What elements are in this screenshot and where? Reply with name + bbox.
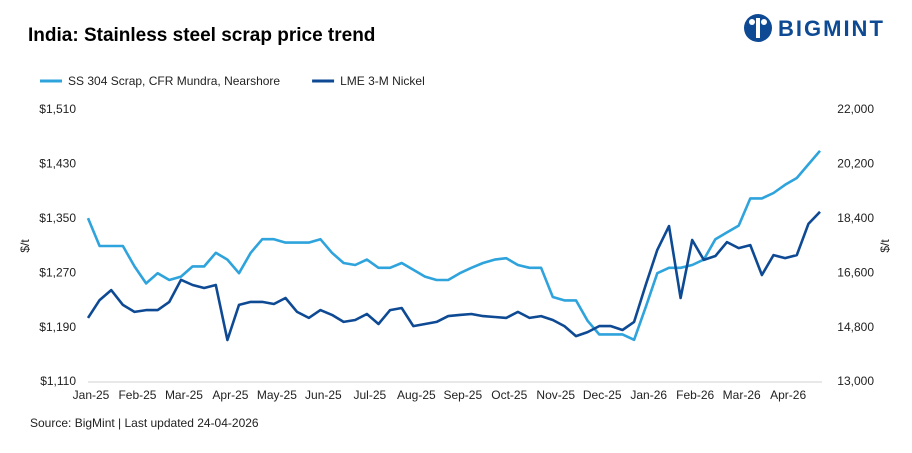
y-tick-label: $1,190 (39, 320, 76, 334)
series-line (86, 210, 821, 342)
x-tick-label: Apr-26 (770, 388, 806, 402)
chart-title: India: Stainless steel scrap price trend (28, 25, 375, 46)
x-tick-label: Oct-25 (491, 388, 527, 402)
logo-icon-bar (756, 18, 760, 38)
y2-tick-label: 20,200 (837, 157, 874, 171)
x-tick-label: Mar-25 (165, 388, 203, 402)
x-tick-label: May-25 (257, 388, 297, 402)
y2-axis-label: $/t (878, 239, 892, 253)
y-tick-label: $1,350 (39, 211, 76, 225)
brand: BIGMINT (778, 16, 885, 41)
x-tick-label: Nov-25 (536, 388, 575, 402)
x-tick-label: Feb-26 (676, 388, 714, 402)
y-tick-label: $1,510 (39, 102, 76, 116)
logo-icon-dot (749, 19, 755, 25)
source: Source: BigMint | Last updated 24-04-202… (30, 416, 259, 430)
x-tick-label: Sep-25 (443, 388, 482, 402)
y2-tick-label: 13,000 (837, 374, 874, 388)
x-tick-label: Dec-25 (583, 388, 622, 402)
x-tick-label: Aug-25 (397, 388, 436, 402)
x-tick-label: Jun-25 (305, 388, 342, 402)
y-tick-label: $1,110 (40, 374, 76, 388)
logo: BIGMINT (744, 14, 885, 42)
x-tick-label: Jan-26 (630, 388, 667, 402)
y-tick-label: $1,270 (39, 265, 76, 279)
legend-label: SS 304 Scrap, CFR Mundra, Nearshore (68, 74, 280, 88)
y-axis-label: $/t (18, 239, 32, 253)
y2-tick-label: 18,400 (837, 211, 874, 225)
series-line (86, 149, 821, 342)
y-tick-label: $1,430 (39, 157, 76, 171)
y2-tick-label: 16,600 (837, 265, 874, 279)
logo-icon-dot (761, 19, 767, 25)
y2-tick-label: 14,800 (837, 320, 874, 334)
legend-label: LME 3-M Nickel (340, 74, 425, 88)
x-tick-label: Apr-25 (212, 388, 248, 402)
y2-tick-label: 22,000 (837, 102, 874, 116)
x-tick-label: Jul-25 (354, 388, 387, 402)
x-tick-label: Feb-25 (118, 388, 156, 402)
x-tick-label: Mar-26 (723, 388, 761, 402)
x-tick-label: Jan-25 (73, 388, 110, 402)
